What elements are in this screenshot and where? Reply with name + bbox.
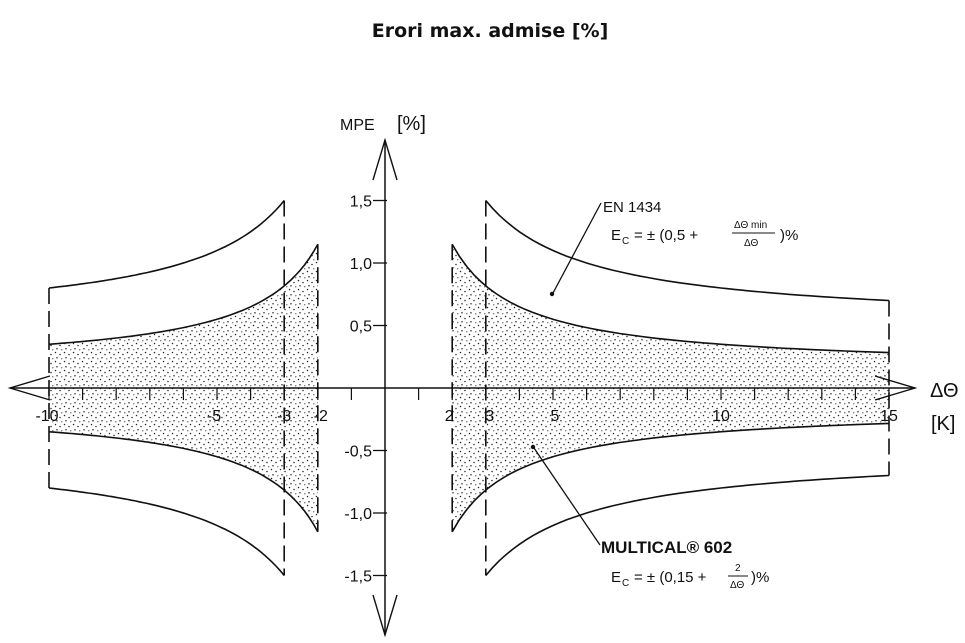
x-tick-label: 5 xyxy=(551,408,560,425)
en1434-formula-den: ΔΘ xyxy=(744,238,758,249)
multical-leader-dot xyxy=(530,444,536,450)
en1434-formula-sub: C xyxy=(622,236,629,247)
x-tick-label: 2 xyxy=(445,408,454,425)
x-axis-arrow-left xyxy=(7,375,51,401)
chart-title: Erori max. admise [%] xyxy=(371,20,609,42)
x-tick-label: -10 xyxy=(35,408,58,425)
multical-formula-den: ΔΘ xyxy=(730,580,744,591)
en1434-label: EN 1434 xyxy=(603,199,661,216)
y-tick-label: 1,0 xyxy=(350,256,372,273)
y-tick-label: 1,5 xyxy=(350,194,372,211)
tick-group: -10 -5 -3 -2 2 3 5 10 15 1,5 1,0 0,5 -0,5 -1,0 -1,5 xyxy=(35,194,898,586)
multical-lower-negative xyxy=(48,431,319,533)
curve-group xyxy=(48,199,890,577)
axes xyxy=(7,137,918,638)
y-axis-label: MPE xyxy=(340,117,375,134)
multical-label: MULTICAL® 602 xyxy=(601,538,732,557)
x-tick-label: 15 xyxy=(880,408,898,425)
en1434-leader-dot xyxy=(549,291,555,297)
en1434-leader-line xyxy=(552,202,602,294)
multical-lower-positive xyxy=(451,422,890,533)
multical-leader-line xyxy=(533,447,601,546)
multical-upper-negative xyxy=(48,243,319,346)
multical-formula-num: 2 xyxy=(735,563,741,574)
multical-annotation: MULTICAL® 602 E C = ± (0,15 + 2 ΔΘ )% xyxy=(530,444,769,591)
x-tick-label: 3 xyxy=(485,408,494,425)
en1434-upper-positive xyxy=(485,199,890,302)
y-tick-label: 0,5 xyxy=(350,319,372,336)
en1434-formula-num: ΔΘ min xyxy=(734,220,767,231)
x-axis-label: ΔΘ xyxy=(930,380,959,402)
en1434-lower-negative xyxy=(48,487,285,577)
x-tick-label: -3 xyxy=(277,408,291,425)
y-tick-label: -1,5 xyxy=(344,569,372,586)
en1434-annotation: EN 1434 E C = ± (0,5 + ΔΘ min ΔΘ )% xyxy=(549,199,798,297)
y-axis-arrow-up xyxy=(372,137,398,181)
multical-upper-positive xyxy=(451,243,890,354)
en1434-lower-positive xyxy=(485,474,890,577)
y-axis-arrow-down xyxy=(372,594,398,638)
y-axis-unit: [%] xyxy=(397,113,426,135)
en1434-formula-e: E xyxy=(611,227,621,244)
x-tick-label: -2 xyxy=(314,408,328,425)
x-axis-unit: [K] xyxy=(931,413,955,435)
en1434-formula-suffix: )% xyxy=(780,227,798,244)
en1434-upper-negative xyxy=(48,199,285,289)
multical-formula-e: E xyxy=(611,569,621,586)
x-tick-label: 10 xyxy=(712,408,730,425)
en1434-formula-mid: = ± (0,5 + xyxy=(634,227,698,244)
multical-formula-mid: = ± (0,15 + xyxy=(634,569,707,586)
y-tick-label: -1,0 xyxy=(344,506,372,523)
x-axis-arrow-right xyxy=(874,375,918,401)
multical-formula-sub: C xyxy=(622,578,629,589)
x-tick-label: -5 xyxy=(207,408,221,425)
y-tick-label: -0,5 xyxy=(344,444,372,461)
multical-formula-suffix: )% xyxy=(751,569,769,586)
